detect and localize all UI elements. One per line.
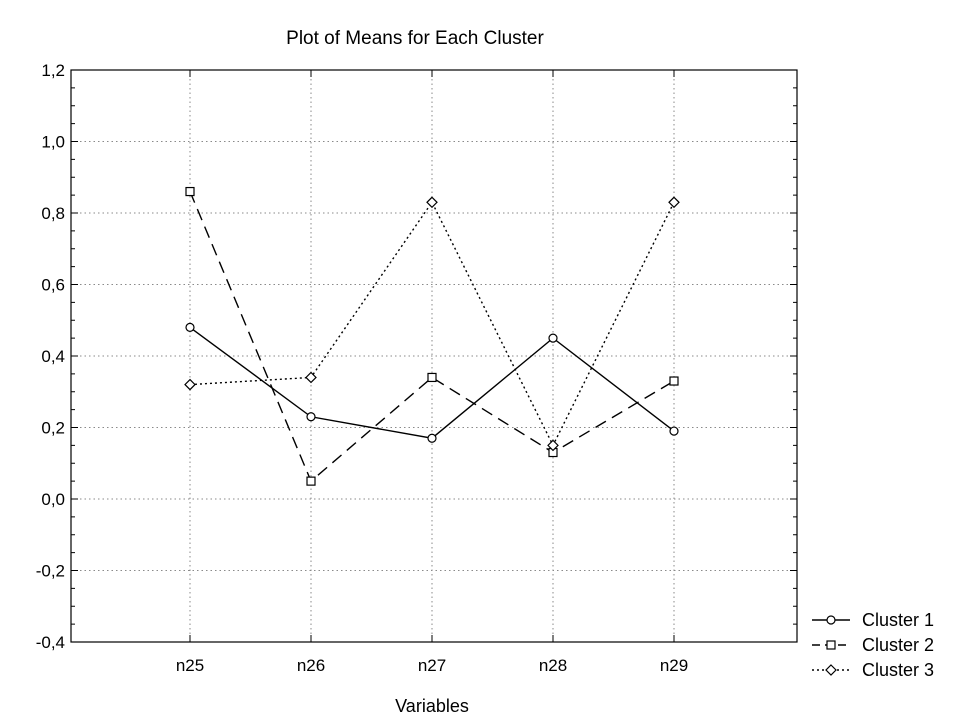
legend: Cluster 1 Cluster 2 Cluster 3 bbox=[812, 610, 934, 680]
x-tick-label: n26 bbox=[297, 656, 325, 675]
data-point-circle bbox=[669, 426, 679, 436]
series-cluster-2 bbox=[185, 186, 679, 486]
data-point-diamond bbox=[825, 664, 837, 676]
y-tick-label: 1,0 bbox=[41, 133, 65, 152]
data-point-circle bbox=[306, 412, 316, 422]
data-point-diamond bbox=[668, 196, 680, 209]
data-point-circle bbox=[427, 433, 437, 443]
y-tick-label: 0,8 bbox=[41, 204, 65, 223]
x-tick-label: n27 bbox=[418, 656, 446, 675]
series-line bbox=[189, 191, 675, 483]
y-axis-tick-labels: -0,4 -0,2 0,0 0,2 0,4 0,6 0,8 1,0 1,2 bbox=[36, 61, 65, 652]
data-point-diamond bbox=[426, 196, 438, 209]
legend-label: Cluster 3 bbox=[862, 660, 934, 680]
data-point-diamond bbox=[547, 439, 559, 452]
y-tick-label: 0,2 bbox=[41, 419, 65, 438]
data-point-square bbox=[306, 476, 316, 486]
series-line bbox=[189, 200, 675, 447]
y-tick-label: 0,4 bbox=[41, 347, 65, 366]
data-point-diamond bbox=[184, 378, 196, 391]
x-axis-tick-labels: n25 n26 n27 n28 n29 bbox=[176, 656, 688, 675]
y-tick-label: -0,2 bbox=[36, 562, 65, 581]
y-tick-label: -0,4 bbox=[36, 633, 65, 652]
legend-label: Cluster 2 bbox=[862, 635, 934, 655]
legend-label: Cluster 1 bbox=[862, 610, 934, 630]
grid-lines bbox=[71, 70, 797, 642]
data-point-square bbox=[185, 186, 195, 197]
series-cluster-3 bbox=[184, 196, 680, 452]
x-tick-label: n29 bbox=[660, 656, 688, 675]
data-point-circle bbox=[185, 322, 195, 332]
data-point-square bbox=[826, 640, 836, 650]
chart-title: Plot of Means for Each Cluster bbox=[286, 28, 544, 49]
axis-ticks bbox=[71, 69, 797, 643]
series-lines bbox=[184, 186, 680, 486]
x-tick-label: n28 bbox=[539, 656, 567, 675]
data-point-circle bbox=[826, 615, 836, 625]
data-point-circle bbox=[548, 333, 558, 343]
data-point-diamond bbox=[305, 371, 317, 384]
y-tick-label: 1,2 bbox=[41, 61, 65, 80]
y-tick-label: 0,6 bbox=[41, 276, 65, 295]
y-tick-label: 0,0 bbox=[41, 490, 65, 509]
series-cluster-1 bbox=[185, 322, 679, 443]
data-point-square bbox=[427, 372, 437, 383]
x-tick-label: n25 bbox=[176, 656, 204, 675]
x-axis-label: Variables bbox=[395, 696, 469, 716]
data-point-square bbox=[669, 376, 679, 386]
